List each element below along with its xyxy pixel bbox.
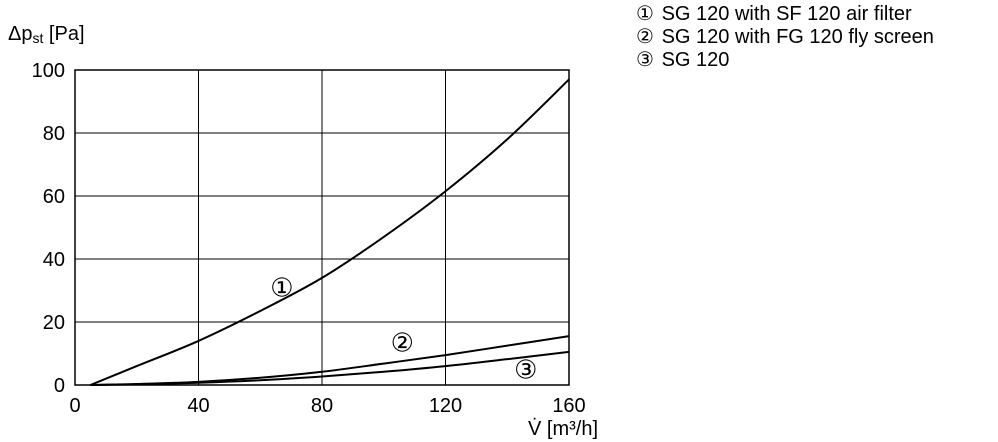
legend-item-3: ③ SG 120 bbox=[636, 49, 934, 72]
x-tick-label: 120 bbox=[429, 395, 462, 417]
y-axis-label-subscript: st bbox=[32, 30, 43, 46]
y-tick-label: 40 bbox=[43, 249, 65, 271]
x-ticks: 0 40 80 120 160 bbox=[69, 395, 585, 417]
legend-marker: ① bbox=[636, 3, 654, 25]
legend-label: SG 120 bbox=[661, 49, 730, 71]
x-tick-label: 0 bbox=[69, 395, 80, 417]
y-tick-label: 20 bbox=[43, 312, 65, 334]
grid bbox=[74, 69, 570, 386]
series-marker-2: ② bbox=[391, 327, 414, 357]
y-axis-label-unit: [Pa] bbox=[43, 23, 84, 45]
legend: ① SG 120 with SF 120 air filter ② SG 120… bbox=[636, 3, 934, 72]
series-lines bbox=[90, 78, 570, 386]
legend-item-1: ① SG 120 with SF 120 air filter bbox=[636, 3, 934, 26]
x-tick-label: 80 bbox=[311, 395, 333, 417]
y-ticks: 0 20 40 60 80 100 bbox=[32, 60, 65, 397]
y-tick-label: 60 bbox=[43, 186, 65, 208]
series-markers: ① ② ③ bbox=[270, 272, 537, 384]
legend-marker: ③ bbox=[636, 49, 654, 71]
y-tick-label: 0 bbox=[54, 375, 65, 397]
x-tick-label: 40 bbox=[187, 395, 209, 417]
y-axis-label: Δpst [Pa] bbox=[8, 23, 85, 46]
legend-label: SG 120 with SF 120 air filter bbox=[661, 3, 912, 25]
legend-label: SG 120 with FG 120 fly screen bbox=[661, 26, 934, 48]
x-tick-label: 160 bbox=[552, 395, 585, 417]
legend-marker: ② bbox=[636, 26, 654, 48]
series-marker-1: ① bbox=[270, 272, 293, 302]
x-axis-label: V̇ [m³/h] bbox=[528, 418, 598, 440]
plot-frame bbox=[74, 69, 570, 386]
series-line-1 bbox=[90, 78, 570, 386]
series-marker-3: ③ bbox=[514, 354, 537, 384]
y-tick-label: 80 bbox=[43, 123, 65, 145]
y-tick-label: 100 bbox=[32, 60, 65, 82]
x-axis-label-unit: [m³/h] bbox=[541, 418, 598, 440]
series-line-3 bbox=[90, 350, 570, 386]
legend-item-2: ② SG 120 with FG 120 fly screen bbox=[636, 26, 934, 49]
